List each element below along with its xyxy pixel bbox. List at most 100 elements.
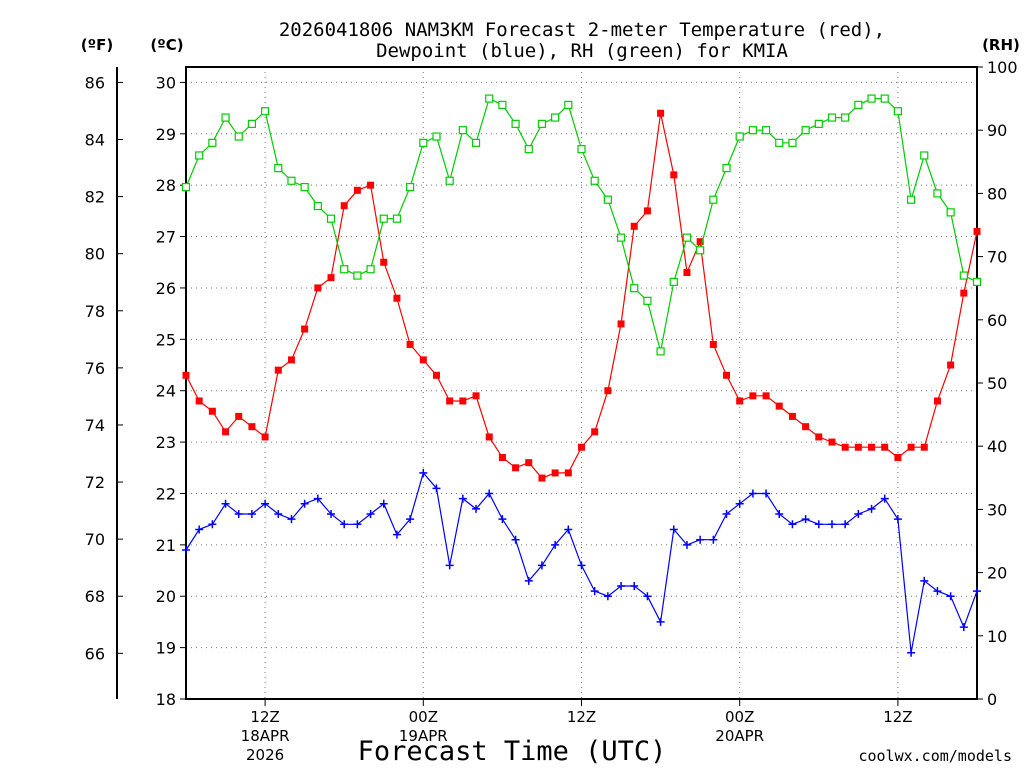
rh-point [326,214,336,223]
dewpoint-point [182,545,190,554]
celsius-unit-label: (ºC) [150,36,183,54]
rh-tick-label: 0 [987,690,997,709]
dewpoint-point [696,535,705,544]
rh-tick-label: 30 [987,500,1007,519]
dewpoint-point [195,525,204,534]
temperature-point [327,274,335,282]
fahrenheit-unit-label: (ºF) [81,36,113,54]
dewpoint-point [867,504,876,513]
rh-point [300,182,309,192]
temperature-point [182,371,190,379]
rh-point [814,119,823,128]
dewpoint-point [643,592,652,601]
rh-point [419,138,428,147]
dewpoint-point [709,535,718,544]
rh-point [722,164,731,173]
time-tick-label: 00Z [409,708,438,726]
temperature-point [907,443,915,451]
rh-point [761,126,771,135]
celsius-tick-label: 19 [156,639,176,658]
temperature-point [591,428,599,436]
rh-point [498,100,507,110]
temperature-point [841,443,849,451]
dewpoint-point [353,520,362,529]
temperature-point [551,469,559,477]
temperature-point [802,423,810,431]
fahrenheit-tick-label: 78 [85,302,105,321]
rh-point [340,265,349,274]
rh-axis: 0 10 20 30 40 50 60 70 80 90 100 [977,58,1018,709]
temperature-point [459,397,467,405]
dewpoint-point [564,525,573,534]
rh-point [841,113,850,122]
temperature-point [261,433,269,441]
temperature-point [222,428,230,436]
celsius-tick-label: 25 [156,330,176,349]
dewpoint-point [762,489,771,498]
temperature-point [353,186,361,194]
celsius-tick-label: 30 [156,73,176,92]
dewpoint-point [472,504,481,513]
rh-point [195,151,204,160]
rh-point [880,94,889,103]
dewpoint-point [669,525,678,534]
temperature-point [578,443,585,451]
rh-point [748,126,757,135]
rh-point [524,145,533,154]
rh-point [379,214,388,223]
dewpoint-point [880,494,889,503]
time-tick-date-label: 18APR [241,727,290,745]
temperature-point [498,454,506,462]
dewpoint-point [907,648,916,657]
temperature-point [512,464,520,472]
rh-tick-label: 100 [987,58,1018,77]
dewpoint-point [577,561,586,570]
series-layer [181,94,982,657]
chart-title-line2: Dewpoint (blue), RH (green) for KMIA [376,40,788,62]
dewpoint-point [261,499,270,508]
rh-point [537,119,547,128]
rh-point [893,107,903,116]
celsius-tick-label: 18 [156,690,176,709]
rh-point [247,119,257,128]
rh-tick-label: 90 [987,121,1007,140]
dewpoint-point [221,499,230,508]
credit-text: coolwx.com/models [858,747,1012,765]
dewpoint-point [208,520,217,529]
rh-point [564,100,573,110]
dewpoint-point [406,515,415,524]
dewpoint-point [366,510,375,519]
rh-point [313,201,322,211]
rh-point [511,119,520,128]
fahrenheit-tick-label: 72 [85,473,105,492]
temperature-point [749,392,757,400]
fahrenheit-tick-label: 74 [85,416,105,435]
temperature-point [709,340,717,348]
dewpoint-point [419,468,428,477]
dewpoint-point [524,576,533,585]
dewpoint-point [920,576,929,585]
dewpoint-point [893,515,902,524]
temperature-point [657,109,665,117]
temperature-point [828,438,836,446]
fahrenheit-tick-label: 86 [85,73,105,92]
rh-point [274,164,283,173]
fahrenheit-axis: 66 68 70 72 74 76 78 80 82 84 86 [85,73,123,663]
temperature-point [815,433,823,441]
dewpoint-point [498,515,507,524]
temperature-point [340,202,348,210]
temperature-point [854,443,862,451]
rh-point [445,176,454,185]
dewpoint-point [313,494,322,503]
temperature-point [788,412,796,420]
rh-point [854,100,863,110]
rh-point [643,296,652,305]
rh-point [630,284,639,293]
celsius-tick-label: 21 [156,536,176,555]
dewpoint-point [485,489,494,498]
dewpoint-point [973,587,981,596]
rh-point [458,126,467,135]
rh-point [406,182,415,192]
dewpoint-point [617,581,626,590]
